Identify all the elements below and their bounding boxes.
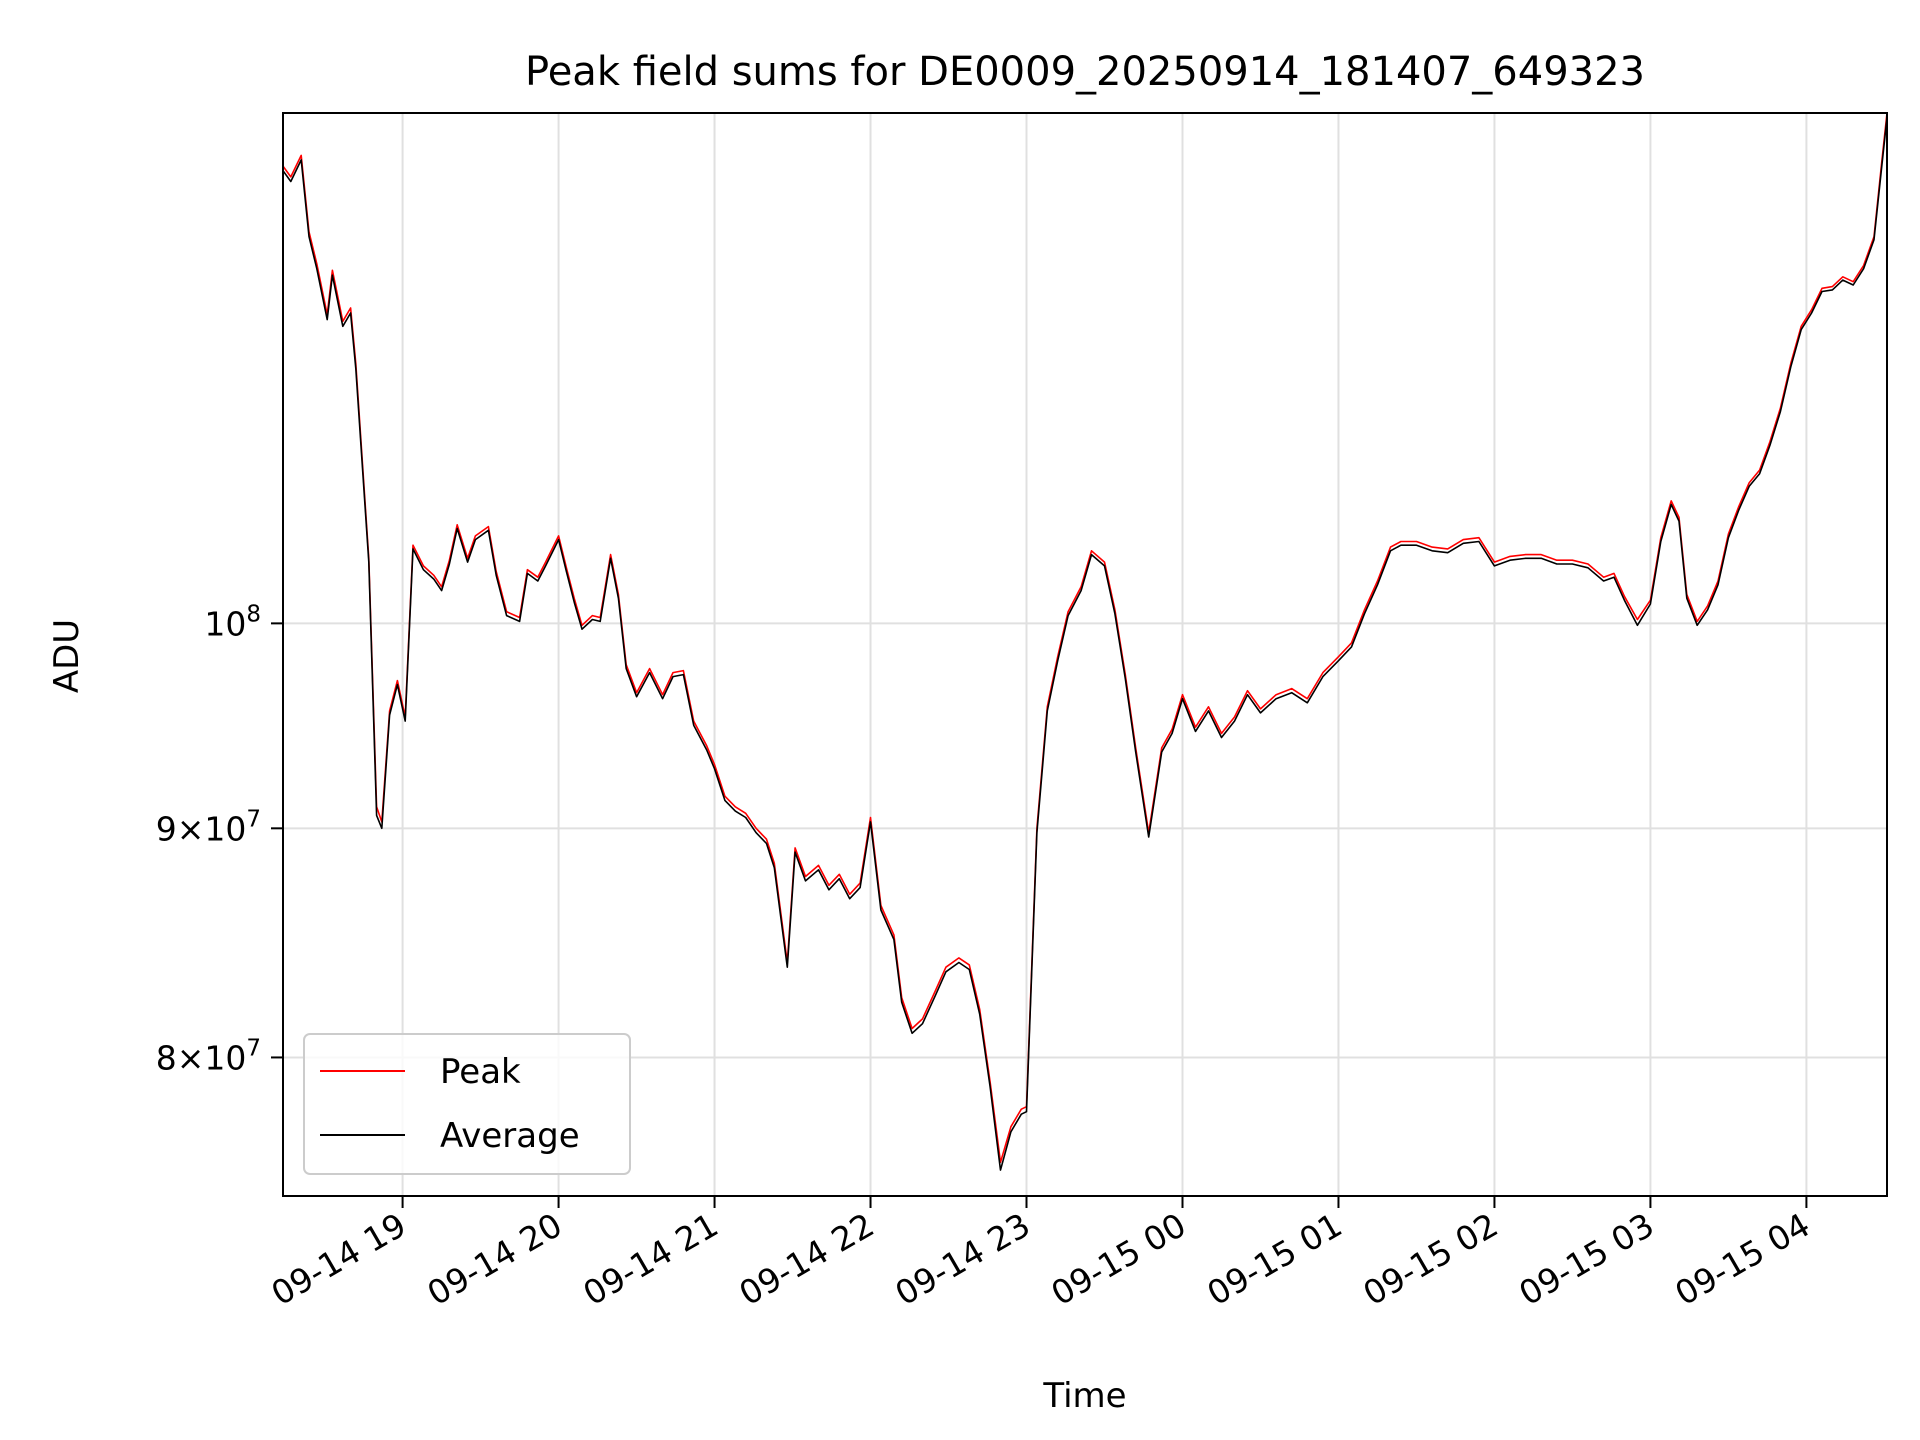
y-tick-label: 108 bbox=[204, 601, 261, 643]
x-tick-label: 09-14 23 bbox=[889, 1205, 1037, 1313]
legend-label-average: Average bbox=[440, 1116, 580, 1156]
series-line-average bbox=[282, 117, 1888, 1171]
y-tick-label: 9×107 bbox=[156, 806, 261, 848]
legend-label-peak: Peak bbox=[440, 1052, 521, 1092]
x-tick-label: 09-15 03 bbox=[1512, 1205, 1660, 1313]
x-axis-ticks: 09-14 19 09-14 20 09-14 21 09-14 22 09-14 23… bbox=[265, 1196, 1816, 1313]
y-axis-ticks: 8×107 9×107 108 bbox=[156, 601, 283, 1077]
y-axis-label: ADU bbox=[47, 619, 87, 693]
x-tick-label: 09-14 22 bbox=[733, 1205, 881, 1313]
x-tick-label: 09-15 02 bbox=[1356, 1205, 1504, 1313]
x-tick-label: 09-14 21 bbox=[577, 1205, 725, 1313]
chart-title: Peak field sums for DE0009_20250914_1814… bbox=[525, 49, 1645, 95]
y-tick-label: 8×107 bbox=[156, 1035, 261, 1077]
x-tick-label: 09-15 00 bbox=[1044, 1205, 1192, 1313]
x-tick-label: 09-15 04 bbox=[1668, 1205, 1816, 1313]
plot-area-frame bbox=[282, 112, 1888, 1197]
series-line-peak bbox=[282, 112, 1888, 1164]
x-tick-label: 09-14 20 bbox=[421, 1205, 569, 1313]
series-lines bbox=[282, 112, 1888, 1171]
legend: Peak Average bbox=[303, 1033, 631, 1175]
x-tick-label: 09-15 01 bbox=[1200, 1205, 1348, 1313]
x-tick-label: 09-14 19 bbox=[265, 1205, 413, 1313]
legend-box bbox=[303, 1033, 631, 1175]
x-axis-label: Time bbox=[1042, 1376, 1126, 1416]
